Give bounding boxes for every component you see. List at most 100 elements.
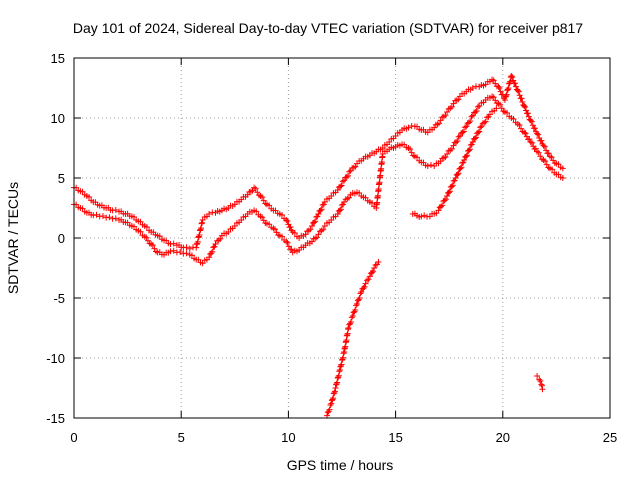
- data-point: [333, 380, 340, 387]
- data-point: [209, 248, 216, 255]
- data-point: [337, 183, 344, 190]
- data-point: [525, 113, 532, 120]
- data-point: [526, 136, 533, 143]
- data-point: [539, 386, 546, 393]
- data-point: [93, 211, 100, 218]
- data-point: [427, 162, 434, 168]
- data-point: [198, 220, 205, 227]
- data-point: [490, 94, 497, 101]
- data-point: [548, 154, 555, 161]
- data-point: [476, 128, 483, 135]
- series-steep-descent-trace: [323, 259, 382, 419]
- data-point: [442, 112, 449, 119]
- data-point: [482, 118, 489, 125]
- x-tick-label: 5: [178, 430, 185, 445]
- data-point: [519, 98, 526, 105]
- data-point: [452, 175, 459, 181]
- data-point: [278, 233, 285, 240]
- series-main-trace-lower: [71, 93, 566, 267]
- data-point: [137, 228, 144, 235]
- data-point: [441, 197, 448, 204]
- data-point: [473, 108, 480, 115]
- data-point: [272, 226, 278, 233]
- data-point: [338, 182, 345, 189]
- data-point: [534, 130, 541, 137]
- data-point: [217, 235, 224, 242]
- data-point: [445, 189, 452, 196]
- data-point: [339, 178, 346, 185]
- data-point: [331, 388, 338, 395]
- data-point: [365, 276, 372, 283]
- data-point: [437, 117, 444, 124]
- data-point: [177, 249, 184, 255]
- data-point: [315, 231, 322, 238]
- data-point: [465, 147, 472, 154]
- data-point: [340, 354, 347, 361]
- x-axis-label: GPS time / hours: [287, 457, 394, 473]
- data-point: [448, 183, 455, 190]
- y-tick-label: 10: [51, 111, 65, 126]
- data-point: [336, 207, 343, 214]
- data-point: [466, 146, 473, 153]
- data-point: [199, 219, 206, 226]
- data-point: [531, 125, 538, 132]
- data-point: [444, 151, 451, 157]
- data-point: [259, 194, 266, 201]
- data-point: [332, 385, 339, 391]
- data-point: [442, 196, 449, 203]
- data-point: [328, 400, 335, 407]
- data-point: [348, 319, 355, 325]
- data-point: [543, 147, 550, 154]
- data-point: [372, 262, 379, 268]
- data-point: [559, 165, 566, 172]
- y-tick-label: 15: [51, 51, 65, 66]
- data-point: [99, 213, 106, 219]
- data-point: [444, 193, 451, 199]
- data-point: [337, 206, 344, 213]
- data-point: [336, 367, 343, 373]
- data-point: [361, 283, 368, 290]
- data-point: [340, 350, 347, 357]
- y-tick-label: -15: [46, 411, 65, 426]
- data-point: [510, 116, 517, 122]
- data-point: [454, 171, 461, 178]
- data-point: [484, 114, 491, 121]
- data-point: [302, 231, 309, 238]
- data-point: [549, 166, 556, 173]
- data-point: [527, 139, 534, 145]
- data-point: [521, 129, 528, 136]
- data-point: [407, 146, 414, 153]
- chart-title: Day 101 of 2024, Sidereal Day-to-day VTE…: [73, 20, 583, 36]
- data-point: [354, 301, 361, 307]
- data-point: [194, 238, 201, 245]
- data-point: [462, 124, 469, 131]
- data-point: [312, 218, 319, 225]
- data-point: [453, 139, 460, 146]
- data-point: [516, 92, 523, 99]
- data-point: [496, 85, 503, 91]
- data-point: [463, 153, 470, 160]
- data-point: [478, 123, 485, 130]
- data-point: [540, 142, 547, 149]
- data-point: [512, 80, 519, 87]
- data-point: [331, 389, 338, 396]
- data-point: [149, 242, 156, 249]
- data-point: [326, 406, 333, 413]
- data-point: [481, 119, 488, 126]
- data-point: [357, 290, 364, 297]
- data-point: [538, 382, 545, 389]
- data-point: [467, 118, 474, 125]
- data-point: [474, 103, 481, 110]
- data-point: [475, 129, 482, 136]
- data-point: [311, 219, 318, 226]
- data-point: [259, 214, 266, 221]
- data-point: [507, 78, 514, 85]
- series-main-trace-upper: [71, 73, 566, 252]
- data-point: [522, 130, 529, 137]
- data-point: [336, 368, 343, 375]
- data-point: [437, 203, 444, 210]
- data-point: [284, 218, 291, 224]
- data-point: [358, 289, 365, 295]
- data-point: [527, 117, 534, 124]
- data-point: [283, 238, 290, 245]
